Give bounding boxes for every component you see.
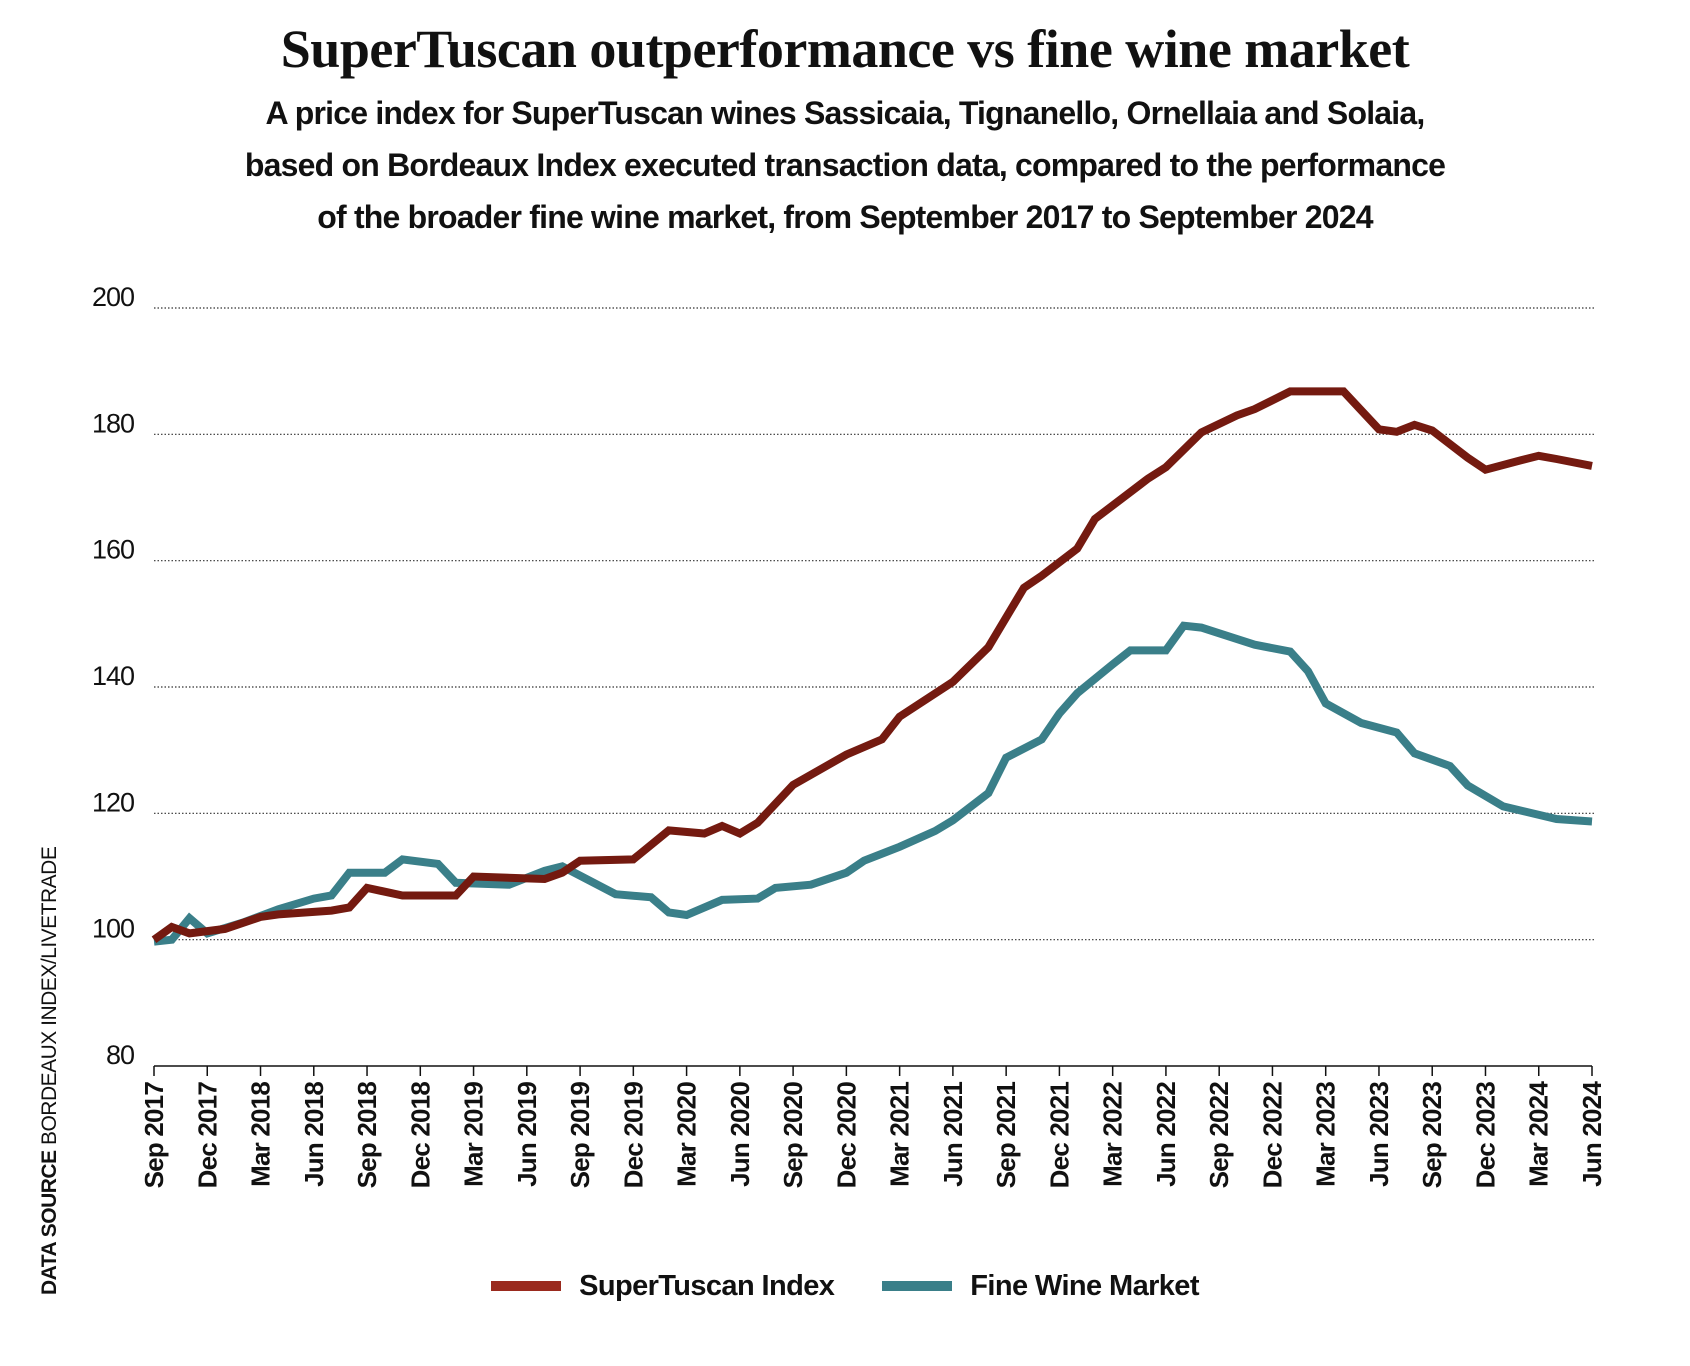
legend-label: Fine Wine Market	[970, 1270, 1199, 1302]
legend-swatch	[882, 1281, 953, 1291]
x-tick-label: Sep 2019	[565, 1082, 595, 1189]
x-tick-label: Sep 2017	[139, 1082, 169, 1189]
x-tick-label: Dec 2021	[1044, 1082, 1074, 1189]
x-tick-label: Sep 2023	[1417, 1082, 1447, 1189]
y-tick-label: 100	[92, 914, 134, 944]
y-tick-label: 200	[92, 282, 134, 312]
x-tick-label: Dec 2018	[405, 1082, 435, 1189]
x-tick-label: Sep 2018	[352, 1082, 382, 1189]
y-tick-label: 120	[92, 787, 134, 817]
legend-swatch	[491, 1281, 562, 1291]
fine-wine-market-line	[153, 621, 1593, 946]
x-tick-label: Jun 2024	[1577, 1081, 1607, 1187]
data-source-note: DATA SOURCE BORDEAUX INDEX/LIVETRADE	[38, 847, 62, 1295]
x-tick-label: Dec 2017	[192, 1082, 222, 1189]
x-tick-label: Sep 2020	[778, 1082, 808, 1189]
legend-item-supertuscan: SuperTuscan Index	[491, 1268, 835, 1304]
x-tick-label: Sep 2022	[1204, 1082, 1234, 1189]
x-tick-label: Mar 2019	[459, 1082, 489, 1187]
x-tick-label: Dec 2019	[618, 1082, 648, 1189]
x-tick-label: Jun 2022	[1151, 1082, 1181, 1187]
x-tick-label: Mar 2020	[672, 1082, 702, 1187]
chart-title: SuperTuscan outperformance vs fine wine …	[280, 19, 1410, 79]
y-tick-label: 160	[92, 535, 134, 565]
source-text: BORDEAUX INDEX/LIVETRADE	[38, 846, 61, 1146]
legend: SuperTuscan Index Fine Wine Market	[0, 1268, 1690, 1304]
subtitle-line: A price index for SuperTuscan wines Sass…	[265, 95, 1426, 131]
x-tick-label: Dec 2022	[1257, 1082, 1287, 1189]
x-tick-label: Jun 2019	[512, 1082, 542, 1187]
x-tick-label: Mar 2022	[1098, 1082, 1128, 1187]
x-tick-label: Jun 2021	[938, 1082, 968, 1187]
y-tick-label: 140	[92, 661, 134, 691]
x-tick-label: Mar 2023	[1311, 1082, 1341, 1187]
legend-item-fine-wine: Fine Wine Market	[882, 1268, 1200, 1304]
x-tick-label: Mar 2018	[246, 1082, 276, 1187]
x-tick-label: Mar 2024	[1524, 1081, 1554, 1187]
x-tick-label: Jun 2023	[1364, 1082, 1394, 1187]
supertuscan-index-line	[151, 387, 1593, 943]
legend-label: SuperTuscan Index	[579, 1270, 835, 1302]
subtitle-line: based on Bordeaux Index executed transac…	[244, 147, 1446, 183]
chart-subtitle: A price index for SuperTuscan wines Sass…	[0, 87, 1690, 243]
x-tick-label: Mar 2021	[885, 1082, 915, 1187]
x-tick-label: Dec 2020	[831, 1082, 861, 1189]
x-tick-label: Jun 2020	[725, 1082, 755, 1187]
y-tick-label: 80	[106, 1040, 134, 1070]
x-tick-label: Dec 2023	[1470, 1082, 1500, 1189]
subtitle-line: of the broader fine wine market, from Se…	[317, 199, 1373, 235]
x-tick-label: Jun 2018	[299, 1082, 329, 1187]
x-tick-label: Sep 2021	[991, 1082, 1021, 1189]
y-tick-label: 180	[92, 408, 134, 438]
